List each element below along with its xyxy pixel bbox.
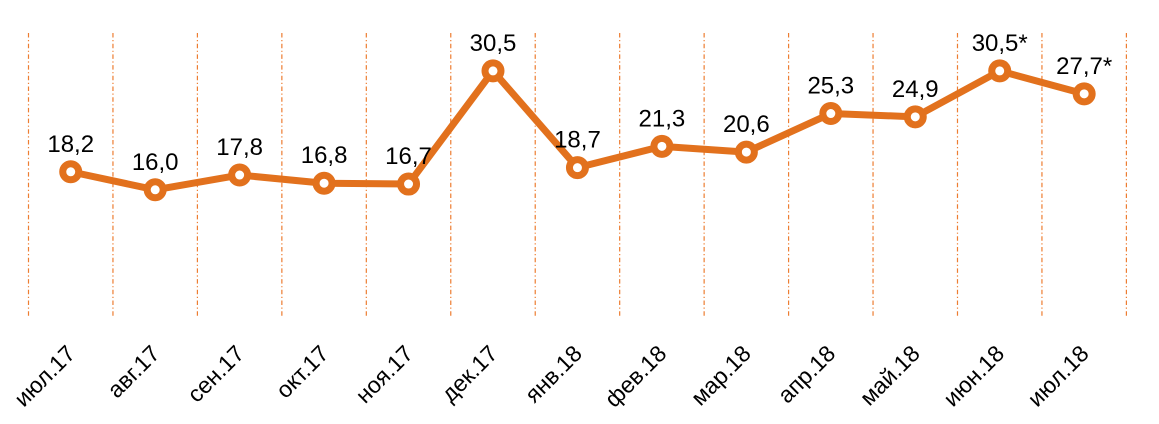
data-label: 27,7* — [1056, 53, 1112, 80]
data-point-marker — [143, 178, 167, 202]
data-label: 16,8 — [301, 142, 348, 169]
data-label: 18,2 — [47, 131, 94, 158]
x-axis-label: мар.18 — [686, 340, 756, 410]
data-label: 24,9 — [892, 76, 939, 103]
x-axis-label: ноя.17 — [350, 340, 418, 408]
data-label: 16,7 — [385, 143, 432, 170]
data-point-marker — [903, 105, 927, 129]
data-point-marker — [734, 140, 758, 164]
x-axis-label: дек.17 — [436, 340, 503, 407]
data-point-marker — [481, 59, 505, 83]
data-label: 20,6 — [723, 111, 770, 138]
x-axis-label: июн.18 — [938, 340, 1009, 411]
data-label: 30,5* — [972, 30, 1028, 57]
data-label: 30,5 — [470, 30, 517, 57]
data-point-marker — [59, 160, 83, 184]
x-axis-label: июл.18 — [1022, 340, 1093, 411]
data-point-marker — [397, 172, 421, 196]
x-axis-label: фев.18 — [599, 340, 671, 412]
data-label: 21,3 — [639, 105, 686, 132]
data-point-marker — [312, 171, 336, 195]
x-axis-label: янв.18 — [520, 340, 587, 407]
data-point-marker — [988, 59, 1012, 83]
x-axis-label: май.18 — [854, 340, 924, 410]
x-axis-label: авг.17 — [102, 340, 165, 403]
data-point-marker — [565, 156, 589, 180]
data-label: 25,3 — [807, 73, 854, 100]
x-axis-label: апр.18 — [772, 340, 840, 408]
x-axis-label: сен.17 — [182, 340, 249, 407]
data-point-marker — [819, 102, 843, 126]
x-axis-label: июл.17 — [9, 340, 80, 411]
data-point-marker — [1072, 82, 1096, 106]
data-point-marker — [650, 134, 674, 158]
x-axis-label: окт.17 — [271, 340, 334, 403]
data-point-marker — [228, 163, 252, 187]
data-label: 17,8 — [216, 134, 263, 161]
data-label: 18,7 — [554, 127, 601, 154]
data-label: 16,0 — [132, 149, 179, 176]
